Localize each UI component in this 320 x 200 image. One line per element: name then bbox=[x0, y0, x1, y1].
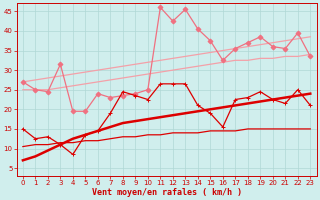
X-axis label: Vent moyen/en rafales ( km/h ): Vent moyen/en rafales ( km/h ) bbox=[92, 188, 242, 197]
